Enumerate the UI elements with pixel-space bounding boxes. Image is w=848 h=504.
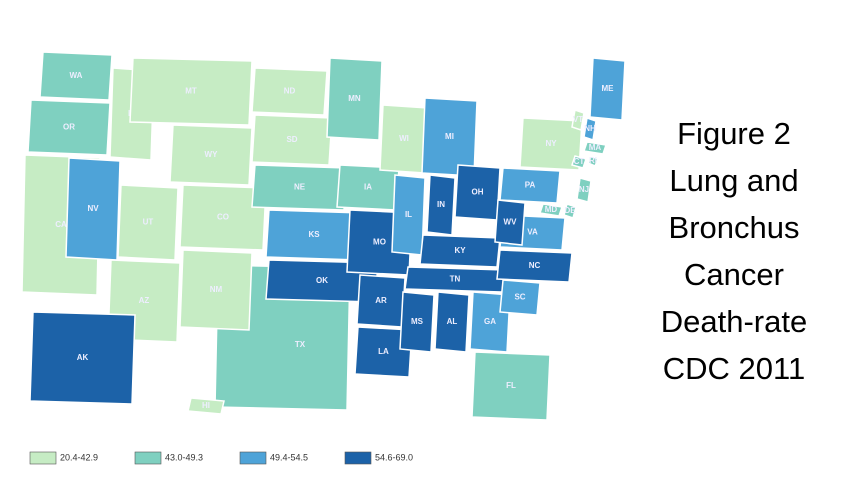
state-label: VA — [527, 228, 538, 237]
state-label: DE — [564, 206, 576, 215]
state-label: KY — [454, 246, 466, 255]
state-label: NM — [210, 285, 223, 294]
state — [496, 249, 573, 283]
state — [251, 164, 348, 211]
state — [251, 67, 328, 116]
state — [583, 141, 607, 155]
state — [117, 184, 179, 261]
legend-swatch — [239, 451, 267, 465]
state-label: UT — [143, 218, 154, 227]
state — [539, 203, 563, 217]
state-label: PA — [525, 181, 536, 190]
legend-swatch — [344, 451, 372, 465]
state-label: CT — [574, 157, 585, 166]
state — [426, 174, 456, 236]
state-label: CA — [55, 220, 67, 229]
state-label: MA — [589, 143, 602, 152]
state — [354, 326, 413, 378]
state-label: WY — [205, 150, 219, 159]
state-label: AL — [447, 317, 458, 326]
title-line: Cancer — [684, 257, 784, 292]
state — [251, 114, 333, 166]
state-label: NH — [584, 124, 596, 133]
state-label: ME — [602, 84, 615, 93]
state-label: AZ — [139, 296, 150, 305]
state — [499, 167, 561, 204]
state — [571, 155, 587, 169]
state — [179, 184, 267, 251]
state — [187, 397, 225, 415]
title-line: Lung and — [669, 163, 798, 198]
state-label: NJ — [579, 185, 589, 194]
state-label: HI — [202, 401, 210, 410]
state-label: IN — [437, 200, 445, 209]
state-label: ND — [284, 87, 296, 96]
state-label: MN — [348, 94, 361, 103]
state — [499, 279, 541, 316]
state-label: OR — [63, 123, 75, 132]
state — [434, 291, 470, 353]
state-label: RI — [589, 156, 597, 165]
state — [399, 291, 435, 353]
state-label: WA — [70, 71, 83, 80]
state-label: GA — [484, 317, 496, 326]
state-label: KS — [308, 230, 320, 239]
state-label: MT — [185, 87, 197, 96]
state — [471, 351, 551, 421]
state-label: NY — [545, 139, 557, 148]
state-label: AK — [77, 353, 89, 362]
state — [179, 249, 253, 331]
state-label: IL — [405, 210, 412, 219]
legend-label: 49.4-54.5 — [270, 452, 308, 462]
state — [29, 311, 136, 405]
title-line: Bronchus — [669, 210, 800, 245]
state-label: NE — [294, 183, 306, 192]
state — [27, 99, 111, 156]
state-label: SC — [514, 293, 525, 302]
state — [326, 57, 383, 141]
state-label: CO — [217, 213, 229, 222]
state-label: WI — [399, 134, 409, 143]
state-label: SD — [286, 135, 297, 144]
state-label: FL — [506, 381, 516, 390]
state-label: TX — [295, 340, 306, 349]
state — [519, 117, 583, 171]
state — [494, 199, 526, 246]
state-label: OK — [316, 276, 328, 285]
state — [571, 109, 585, 131]
state — [39, 51, 113, 101]
title-line: Death-rate — [661, 304, 807, 339]
state-label: MI — [445, 132, 454, 141]
legend-label: 43.0-49.3 — [165, 452, 203, 462]
state-label: NC — [529, 261, 541, 270]
state — [583, 117, 597, 141]
legend-swatch — [29, 451, 57, 465]
state-label: WV — [504, 218, 518, 227]
title-line: Figure 2 — [677, 116, 791, 151]
state — [563, 203, 577, 219]
state-label: OH — [472, 188, 484, 197]
state-label: LA — [378, 347, 389, 356]
legend-swatch — [134, 451, 162, 465]
state — [587, 155, 599, 167]
state-label: TN — [450, 275, 461, 284]
state-label: IA — [364, 183, 372, 192]
title-line: CDC 2011 — [663, 351, 805, 386]
state-label: MD — [545, 205, 558, 214]
state — [576, 177, 592, 203]
legend-label: 20.4-42.9 — [60, 452, 98, 462]
state — [129, 57, 253, 126]
state — [589, 57, 626, 121]
state-label: AR — [375, 296, 387, 305]
state-label: MO — [373, 238, 386, 247]
state-label: NV — [87, 204, 99, 213]
state — [169, 124, 253, 186]
state-label: VT — [573, 115, 583, 124]
state-label: MS — [411, 317, 424, 326]
state — [419, 234, 501, 268]
legend-label: 54.6-69.0 — [375, 452, 413, 462]
